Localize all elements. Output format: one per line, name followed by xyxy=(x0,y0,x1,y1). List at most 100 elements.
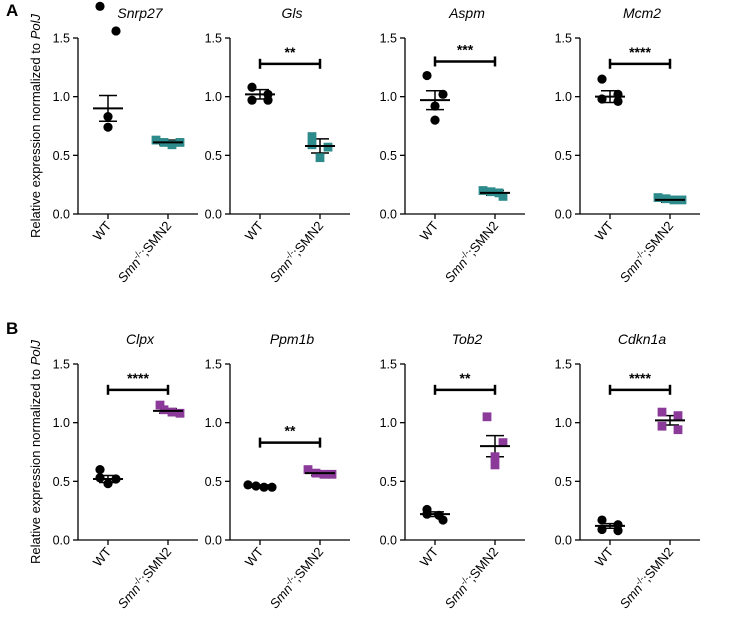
plot-title: Clpx xyxy=(126,331,155,347)
data-point-wt xyxy=(422,70,432,81)
y-tick-label: 1.5 xyxy=(53,32,70,46)
y-tick-label: 1.0 xyxy=(53,90,70,104)
y-tick-label: 0.0 xyxy=(205,534,222,548)
data-point-wt xyxy=(247,95,257,105)
data-point-mutant xyxy=(315,153,325,163)
y-tick-label: 1.5 xyxy=(380,358,397,372)
data-point-mutant xyxy=(482,412,492,422)
data-point-wt xyxy=(438,515,448,525)
data-point-mutant xyxy=(490,460,500,470)
data-point-wt xyxy=(95,473,105,483)
y-tick-label: 1.5 xyxy=(555,32,572,46)
significance-stars: *** xyxy=(457,41,474,57)
y-tick-label: 1.5 xyxy=(205,32,222,46)
plot-title: Mcm2 xyxy=(623,5,661,21)
data-point-wt xyxy=(597,515,607,525)
data-point-wt xyxy=(95,1,105,11)
y-tick-label: 0.0 xyxy=(205,208,222,222)
data-point-wt xyxy=(597,74,607,84)
y-tick-label: 0.0 xyxy=(53,534,70,548)
y-axis-label-text: Relative expression normalized to xyxy=(28,365,43,564)
y-tick-label: 1.0 xyxy=(205,416,222,430)
x-tick-label-rest: ;SMN2 xyxy=(137,544,174,584)
data-point-wt xyxy=(243,480,253,490)
plot-title: Aspm xyxy=(448,5,485,21)
data-point-wt xyxy=(267,482,277,492)
x-tick-label: Smn-/-;SMN2 xyxy=(441,544,501,612)
significance-stars: ** xyxy=(285,423,296,439)
data-point-wt xyxy=(613,96,623,106)
significance-stars: ** xyxy=(285,44,296,60)
x-tick-label: Smn-/-;SMN2 xyxy=(114,218,174,286)
x-tick-label: Smn-/-;SMN2 xyxy=(616,218,676,286)
data-point-wt xyxy=(438,89,448,99)
x-tick-label-rest: ;SMN2 xyxy=(137,218,174,258)
plot-title: Tob2 xyxy=(452,331,483,347)
x-tick-label-rest: ;SMN2 xyxy=(639,544,676,584)
panel-label: B xyxy=(6,319,18,338)
panel-label: A xyxy=(6,1,18,20)
data-point-wt xyxy=(597,524,607,535)
y-tick-label: 1.5 xyxy=(205,358,222,372)
significance-stars: **** xyxy=(127,370,149,386)
data-point-mutant xyxy=(327,469,337,479)
y-tick-label: 1.5 xyxy=(53,358,70,372)
data-point-mutant xyxy=(303,465,313,474)
plot-title: Cdkn1a xyxy=(618,331,666,347)
data-point-mutant xyxy=(307,140,317,150)
y-tick-label: 0.5 xyxy=(555,149,572,163)
x-tick-label: WT xyxy=(242,544,267,569)
x-tick-label: WT xyxy=(417,544,442,569)
y-tick-label: 0.0 xyxy=(555,534,572,548)
x-tick-label: WT xyxy=(90,544,115,569)
y-tick-label: 0.0 xyxy=(380,208,397,222)
data-point-mutant xyxy=(323,142,333,152)
y-axis-label-text: Relative expression normalized to xyxy=(28,39,43,238)
data-point-mutant xyxy=(498,438,508,448)
data-point-mutant xyxy=(657,407,667,417)
x-tick-label-rest: ;SMN2 xyxy=(289,218,326,258)
y-tick-label: 1.0 xyxy=(205,90,222,104)
x-tick-label: Smn-/-;SMN2 xyxy=(266,544,326,612)
y-tick-label: 1.5 xyxy=(555,358,572,372)
x-tick-label: WT xyxy=(417,218,442,243)
x-tick-label: Smn-/-;SMN2 xyxy=(616,544,676,612)
x-tick-label-rest: ;SMN2 xyxy=(464,218,501,258)
data-point-mutant xyxy=(319,469,329,479)
y-axis-label: Relative expression normalized to PolJ xyxy=(28,14,43,239)
y-tick-label: 0.5 xyxy=(380,149,397,163)
y-tick-label: 0.5 xyxy=(380,475,397,489)
data-point-wt xyxy=(430,101,440,111)
data-point-wt xyxy=(103,112,113,122)
y-tick-label: 0.5 xyxy=(555,475,572,489)
data-point-mutant xyxy=(486,187,496,197)
x-tick-label-rest: ;SMN2 xyxy=(464,544,501,584)
y-tick-label: 1.0 xyxy=(53,416,70,430)
data-point-wt xyxy=(263,95,273,105)
significance-stars: **** xyxy=(629,370,651,386)
y-tick-label: 0.5 xyxy=(205,475,222,489)
y-tick-label: 0.0 xyxy=(555,208,572,222)
data-point-wt xyxy=(111,26,121,36)
plot-title: Ppm1b xyxy=(270,331,315,347)
data-point-mutant xyxy=(307,132,317,141)
y-tick-label: 0.0 xyxy=(53,208,70,222)
data-point-mutant xyxy=(159,405,169,415)
x-tick-label: WT xyxy=(242,218,267,243)
x-tick-label: WT xyxy=(90,218,115,243)
x-tick-label-rest: ;SMN2 xyxy=(639,218,676,258)
y-tick-label: 0.0 xyxy=(380,534,397,548)
x-tick-label: WT xyxy=(592,218,617,243)
data-point-wt xyxy=(613,526,623,536)
x-tick-label: Smn-/-;SMN2 xyxy=(266,218,326,286)
data-point-wt xyxy=(103,479,113,489)
